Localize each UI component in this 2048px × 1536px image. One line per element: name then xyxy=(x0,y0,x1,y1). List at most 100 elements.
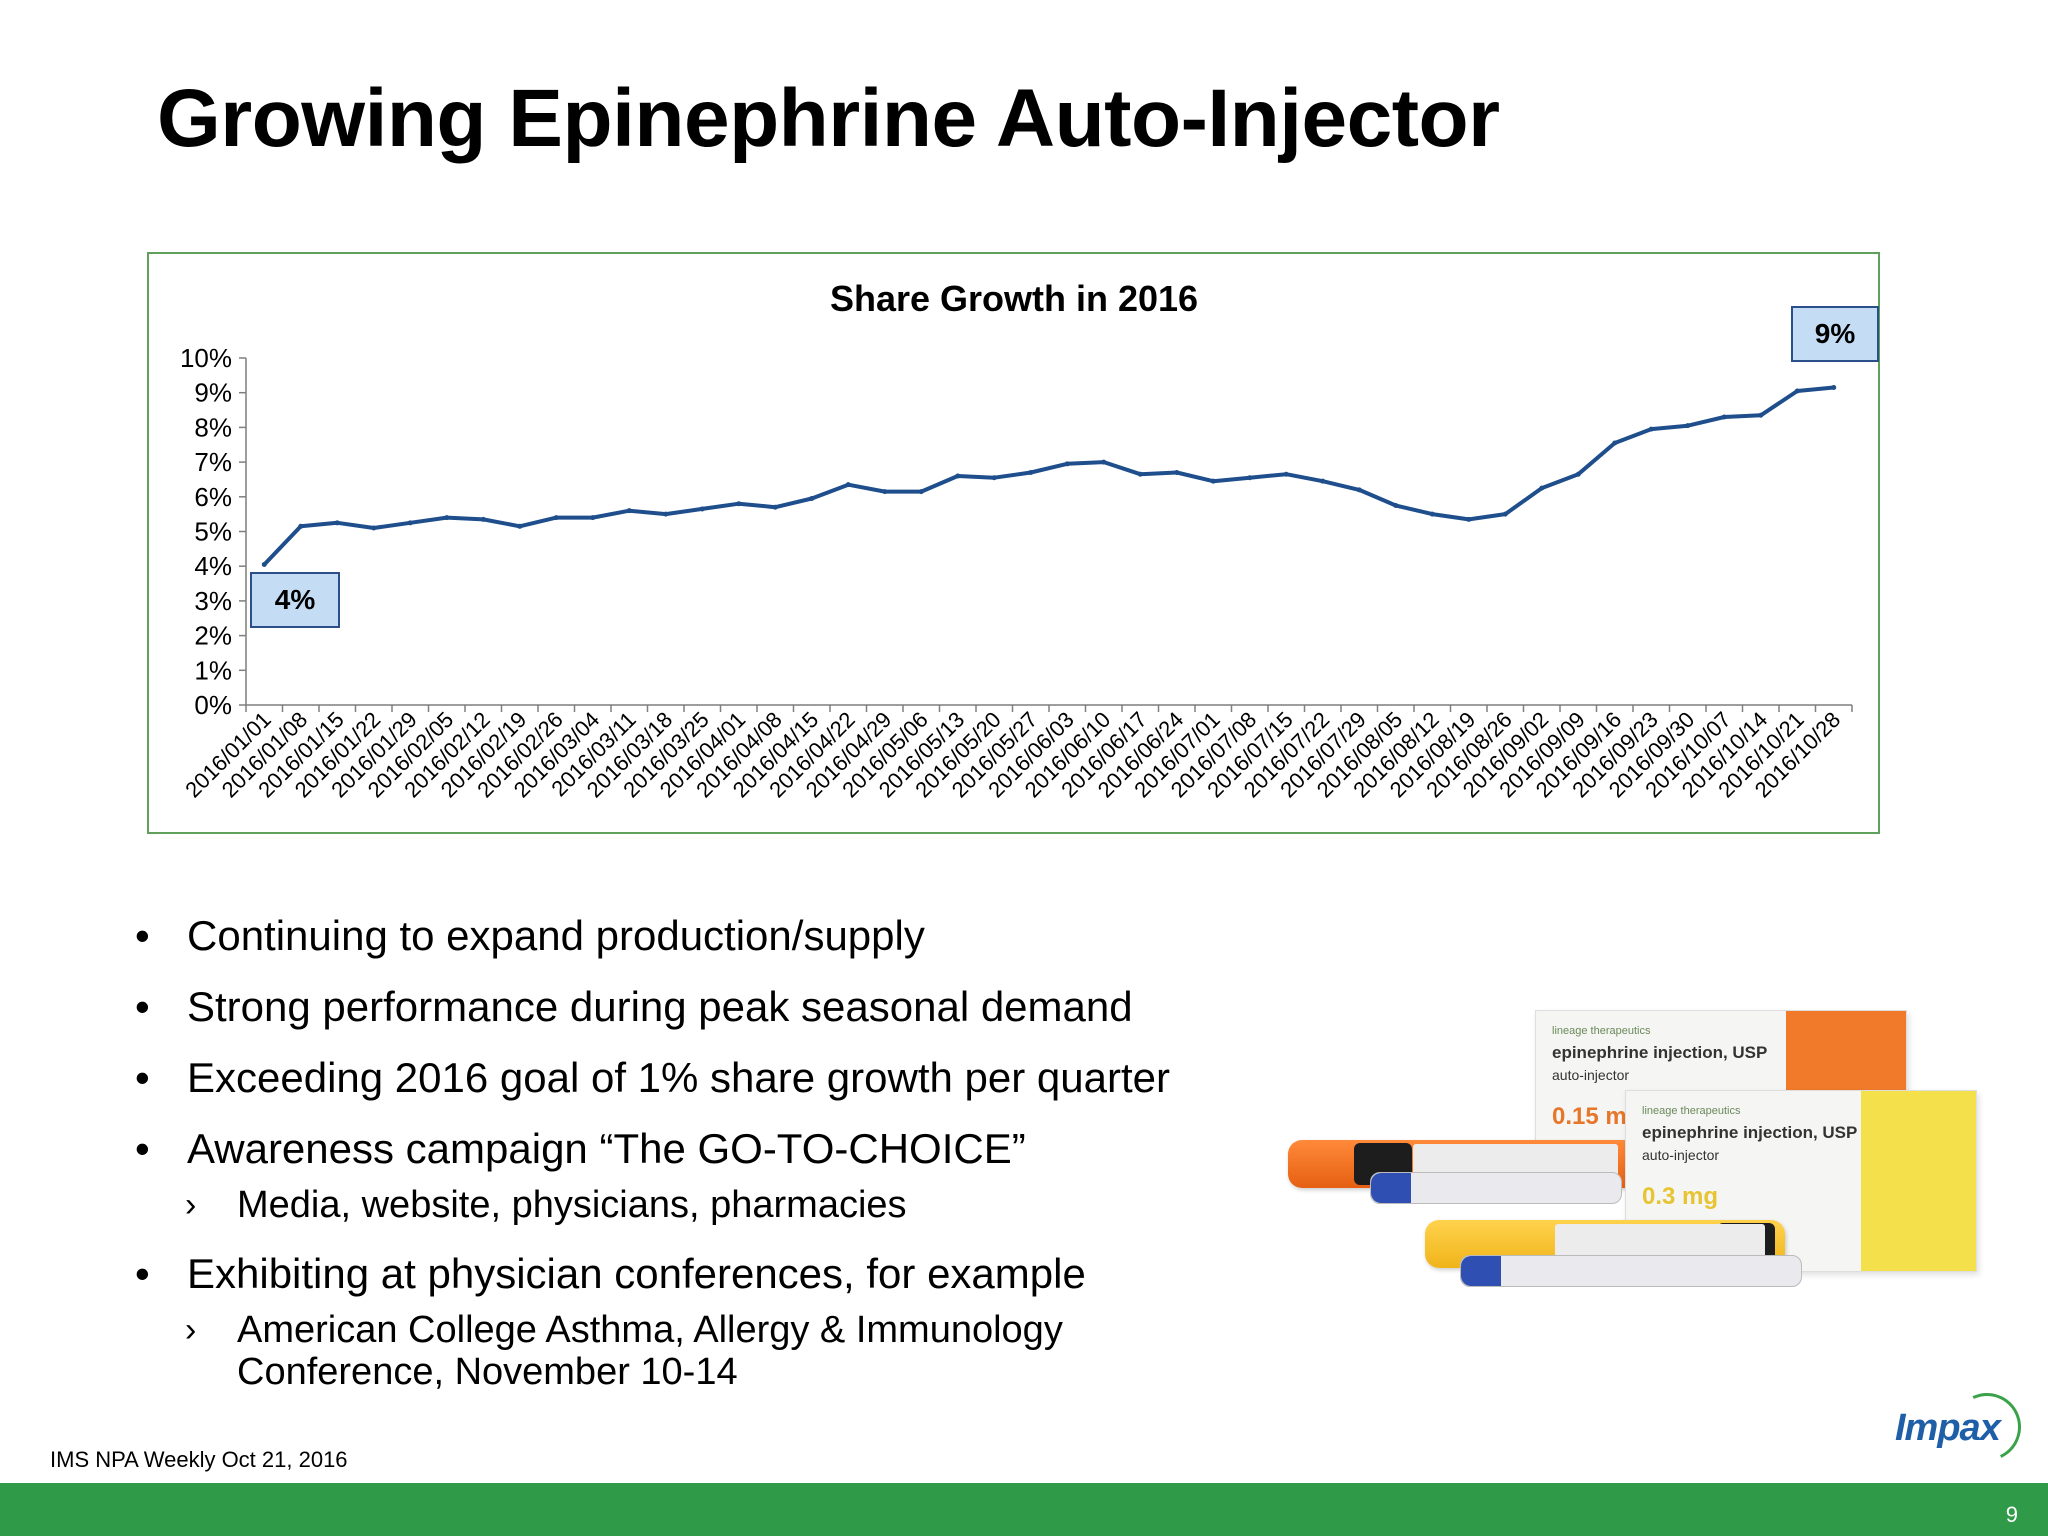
chart-title: Share Growth in 2016 xyxy=(830,278,1198,319)
bullet-mark: • xyxy=(135,1125,150,1172)
bullet-text: Exhibiting at physician conferences, for… xyxy=(187,1250,1086,1297)
data-point xyxy=(1831,384,1837,390)
data-point xyxy=(1101,459,1107,465)
y-tick-label: 10% xyxy=(180,343,232,373)
series-line xyxy=(262,385,1836,567)
sub-bullet-item: › Media, website, physicians, pharmacies xyxy=(135,1184,1285,1226)
data-point xyxy=(1283,471,1289,477)
data-point xyxy=(1210,478,1216,484)
footer-bar xyxy=(0,1483,2048,1536)
data-point xyxy=(1612,440,1618,446)
trainer-pen xyxy=(1460,1255,1802,1287)
page-number: 9 xyxy=(2005,1502,2018,1527)
data-point xyxy=(772,504,778,510)
y-tick-label: 5% xyxy=(194,517,232,547)
sub-bullet-mark: › xyxy=(185,1311,197,1349)
data-point xyxy=(1539,485,1545,491)
y-tick-label: 0% xyxy=(194,690,232,720)
bullet-item: • Exhibiting at physician conferences, f… xyxy=(135,1250,1285,1298)
data-point xyxy=(1320,478,1326,484)
data-point xyxy=(371,525,377,531)
data-point xyxy=(334,520,340,526)
data-point xyxy=(1247,475,1253,481)
y-tick-label: 7% xyxy=(194,447,232,477)
data-point xyxy=(1429,511,1435,517)
y-tick-label: 4% xyxy=(194,551,232,581)
bullet-mark: • xyxy=(135,983,150,1030)
share-growth-chart: Share Growth in 2016 0% 1% 2% 3% 4% 5% 6% 7% 8% 9%… xyxy=(180,278,1853,802)
bullet-mark: • xyxy=(135,912,150,959)
data-point xyxy=(1466,516,1472,522)
data-point xyxy=(480,516,486,522)
bullet-list: • Continuing to expand production/supply… xyxy=(135,912,1285,1417)
data-point xyxy=(444,515,450,521)
sub-bullet-mark: › xyxy=(185,1186,197,1224)
bullet-item: • Exceeding 2016 goal of 1% share growth… xyxy=(135,1054,1285,1102)
bullet-mark: • xyxy=(135,1054,150,1101)
carton-product-name: epinephrine injection, USP xyxy=(1552,1043,1768,1062)
chart-container: Share Growth in 2016 0% 1% 2% 3% 4% 5% 6% 7% 8% 9%… xyxy=(147,252,1880,834)
bullet-text: Strong performance during peak seasonal … xyxy=(187,983,1133,1030)
y-tick-label: 3% xyxy=(194,586,232,616)
y-tick-label: 9% xyxy=(194,378,232,408)
product-photo: lineage therapeutics epinephrine injecti… xyxy=(1280,1000,1980,1430)
data-point xyxy=(1575,471,1581,477)
data-point xyxy=(663,511,669,517)
sub-bullet-text: Conference, November 10-14 xyxy=(237,1351,738,1393)
carton-brand: lineage therapeutics xyxy=(1642,1105,1741,1117)
carton-band-yellow xyxy=(1861,1091,1976,1271)
y-tick-label: 2% xyxy=(194,621,232,651)
y-tick-label: 8% xyxy=(194,412,232,442)
sub-bullet-item: › American College Asthma, Allergy & Imm… xyxy=(135,1309,1285,1393)
data-point xyxy=(1721,414,1727,420)
data-point xyxy=(1174,470,1180,476)
slide-title: Growing Epinephrine Auto-Injector xyxy=(157,73,1500,164)
callout-start-value: 4% xyxy=(250,572,340,628)
data-point xyxy=(1648,426,1654,432)
data-point xyxy=(590,515,596,521)
bullet-text: Continuing to expand production/supply xyxy=(187,912,925,959)
y-tick-label: 1% xyxy=(194,655,232,685)
data-point xyxy=(1794,388,1800,394)
data-point xyxy=(626,508,632,514)
data-point xyxy=(298,523,304,529)
data-point xyxy=(1502,511,1508,517)
bullet-text: Exceeding 2016 goal of 1% share growth p… xyxy=(187,1054,1170,1101)
data-point xyxy=(517,523,523,529)
data-point xyxy=(955,473,961,479)
data-point xyxy=(991,475,997,481)
data-point xyxy=(553,515,559,521)
impax-logo: Impax xyxy=(1893,1383,2031,1471)
bullet-item: • Continuing to expand production/supply xyxy=(135,912,1285,960)
trainer-pen xyxy=(1370,1172,1622,1204)
data-point xyxy=(1685,423,1691,429)
source-note: IMS NPA Weekly Oct 21, 2016 xyxy=(50,1447,348,1472)
data-point xyxy=(918,489,924,495)
callout-end-value: 9% xyxy=(1791,306,1879,362)
sub-bullet-text: Media, website, physicians, pharmacies xyxy=(237,1184,907,1226)
carton-brand: lineage therapeutics xyxy=(1552,1025,1651,1037)
data-point xyxy=(261,561,267,567)
logo-text: Impax xyxy=(1895,1407,2001,1449)
data-point xyxy=(1137,471,1143,477)
trainer-tip xyxy=(1461,1256,1501,1286)
bullet-item: • Awareness campaign “The GO-TO-CHOICE” xyxy=(135,1125,1285,1173)
data-point xyxy=(845,482,851,488)
carton-product-form: auto-injector xyxy=(1552,1067,1630,1083)
bullet-text: Awareness campaign “The GO-TO-CHOICE” xyxy=(187,1125,1026,1172)
data-point xyxy=(1028,470,1034,476)
y-tick-label: 6% xyxy=(194,482,232,512)
carton-dose: 0.3 mg xyxy=(1642,1183,1719,1210)
data-point xyxy=(882,489,888,495)
sub-bullet-text: American College Asthma, Allergy & Immun… xyxy=(237,1309,1063,1351)
data-point xyxy=(1064,461,1070,467)
data-point xyxy=(1758,412,1764,418)
data-point xyxy=(1356,487,1362,493)
data-point xyxy=(699,506,705,512)
data-point xyxy=(407,520,413,526)
carton-product-name: epinephrine injection, USP xyxy=(1642,1123,1858,1142)
bullet-item: • Strong performance during peak seasona… xyxy=(135,983,1285,1031)
bullet-mark: • xyxy=(135,1250,150,1297)
carton-product-form: auto-injector xyxy=(1642,1147,1720,1163)
data-point xyxy=(736,501,742,507)
